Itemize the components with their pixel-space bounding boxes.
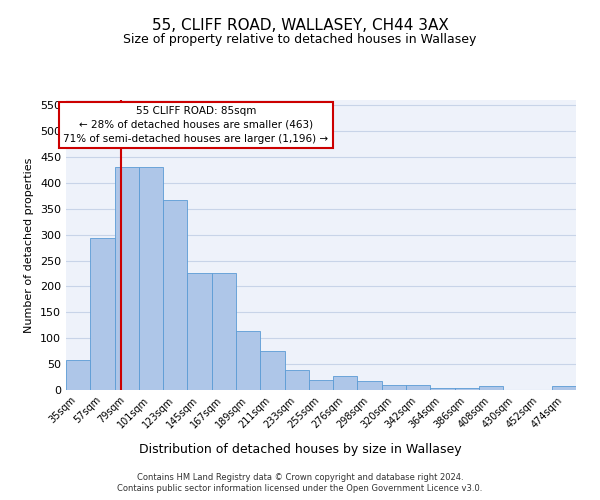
Bar <box>455 388 479 390</box>
Bar <box>212 273 236 390</box>
Bar <box>163 200 187 390</box>
Text: Contains HM Land Registry data © Crown copyright and database right 2024.: Contains HM Land Registry data © Crown c… <box>137 472 463 482</box>
Bar <box>90 238 115 390</box>
Bar <box>479 386 503 390</box>
Bar <box>552 386 576 390</box>
Bar <box>284 370 309 390</box>
Bar <box>187 273 212 390</box>
Text: 55, CLIFF ROAD, WALLASEY, CH44 3AX: 55, CLIFF ROAD, WALLASEY, CH44 3AX <box>152 18 448 32</box>
Bar <box>236 332 260 390</box>
Bar <box>333 376 358 390</box>
Bar <box>139 168 163 390</box>
Text: 55 CLIFF ROAD: 85sqm
← 28% of detached houses are smaller (463)
71% of semi-deta: 55 CLIFF ROAD: 85sqm ← 28% of detached h… <box>64 106 329 144</box>
Text: Contains public sector information licensed under the Open Government Licence v3: Contains public sector information licen… <box>118 484 482 493</box>
Bar <box>66 360 90 390</box>
Y-axis label: Number of detached properties: Number of detached properties <box>25 158 34 332</box>
Bar <box>430 388 455 390</box>
Bar <box>358 381 382 390</box>
Bar <box>309 380 333 390</box>
Bar <box>115 168 139 390</box>
Bar <box>260 351 284 390</box>
Bar <box>406 386 430 390</box>
Bar <box>382 386 406 390</box>
Text: Distribution of detached houses by size in Wallasey: Distribution of detached houses by size … <box>139 442 461 456</box>
Text: Size of property relative to detached houses in Wallasey: Size of property relative to detached ho… <box>124 32 476 46</box>
